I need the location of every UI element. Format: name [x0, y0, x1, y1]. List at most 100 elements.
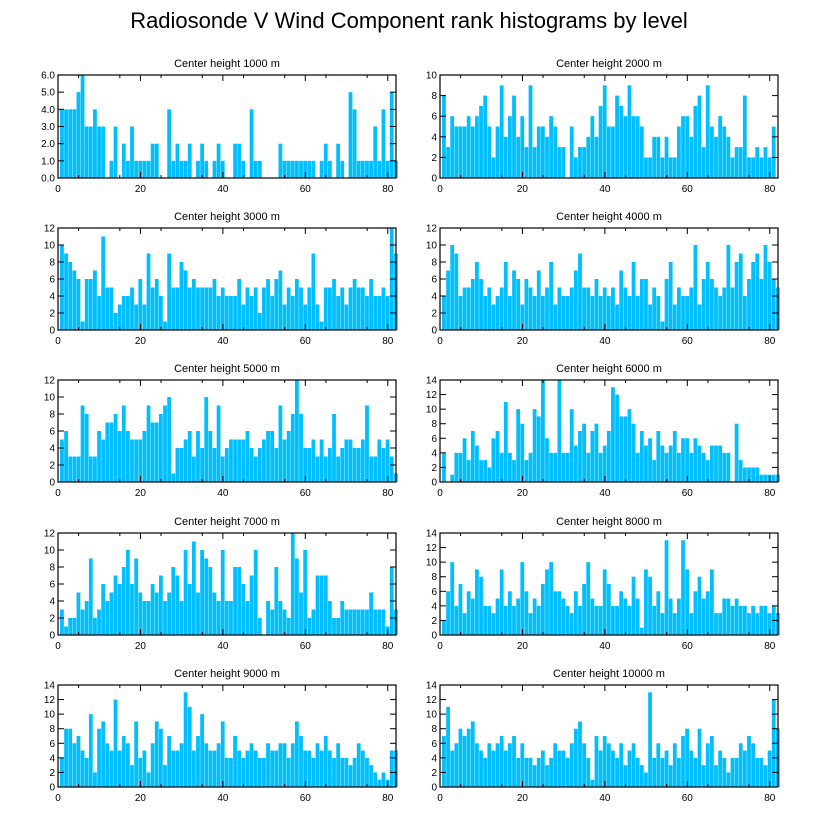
histogram-bar [672, 431, 677, 482]
histogram-bar [639, 765, 644, 787]
histogram-bar [352, 279, 357, 330]
histogram-bar [150, 422, 155, 482]
histogram-bar [755, 613, 760, 635]
histogram-bar [446, 706, 450, 787]
histogram-bar [356, 287, 361, 330]
y-tick-label: 6 [49, 580, 55, 591]
y-tick-label: 10 [44, 393, 56, 404]
histogram-bar [726, 245, 731, 330]
histogram-bar [278, 405, 283, 482]
histogram-bar [229, 601, 233, 635]
y-tick-label: 4 [431, 753, 437, 764]
panel-title: Center height 4000 m [556, 211, 662, 223]
histogram-bar [200, 143, 204, 178]
histogram-bar [681, 438, 685, 482]
histogram-bar [475, 569, 479, 635]
histogram-bar [586, 562, 591, 635]
x-tick-label: 80 [764, 184, 776, 195]
y-tick-label: 14 [426, 376, 438, 387]
histogram-bar [598, 296, 603, 330]
histogram-bar [648, 438, 652, 482]
histogram-bar [257, 160, 262, 178]
histogram-bar [249, 109, 254, 178]
histogram-bar [763, 474, 768, 482]
histogram-bar [578, 147, 582, 178]
histogram-bar [80, 609, 85, 635]
histogram-bar [742, 750, 747, 787]
histogram-bar [68, 728, 73, 787]
histogram-bar [759, 279, 764, 330]
histogram-bar [257, 448, 262, 482]
histogram-bar [565, 605, 570, 635]
x-tick-label: 0 [437, 488, 443, 499]
histogram-bar [652, 605, 657, 635]
histogram-bar [311, 439, 316, 482]
y-tick-label: 0 [49, 326, 55, 337]
y-tick-label: 8 [49, 563, 55, 574]
histogram-bar [249, 743, 254, 787]
histogram-bar [718, 296, 723, 330]
histogram-bar [751, 262, 755, 330]
histogram-bar [138, 592, 143, 635]
histogram-bar [142, 304, 147, 330]
histogram-bar [150, 584, 155, 635]
y-tick-label: 0 [49, 783, 55, 794]
histogram-bar [336, 618, 341, 635]
histogram-bar [734, 262, 739, 330]
x-tick-label: 0 [55, 793, 61, 804]
histogram-bar [602, 287, 607, 330]
histogram-bar [171, 287, 176, 330]
histogram-bar [689, 136, 694, 178]
histogram-bar [565, 452, 570, 482]
y-tick-label: 2 [49, 309, 55, 320]
y-tick-label: 8 [431, 419, 437, 430]
histogram-bar [503, 401, 508, 482]
histogram-bar [191, 541, 196, 635]
histogram-bar [668, 765, 673, 787]
histogram-bar [319, 439, 324, 482]
histogram-bar [578, 721, 582, 787]
histogram-bar [117, 584, 122, 635]
histogram-bar [718, 116, 723, 178]
histogram-bar [319, 160, 324, 178]
histogram-bar [365, 609, 369, 635]
histogram-bar [557, 147, 562, 178]
histogram-bar [369, 279, 373, 330]
y-tick-label: 10 [44, 241, 56, 252]
histogram-bar [602, 736, 607, 787]
histogram-bar [470, 431, 475, 482]
histogram-bar [470, 279, 475, 330]
histogram-bar [734, 598, 739, 635]
histogram-bar [208, 567, 213, 635]
histogram-bar [270, 750, 275, 787]
histogram-bar [64, 253, 68, 330]
histogram-bar [179, 743, 184, 787]
histogram-bar [668, 157, 673, 178]
histogram-bar [336, 456, 341, 482]
histogram-bar [327, 448, 332, 482]
histogram-bar [356, 743, 361, 787]
histogram-bar [569, 287, 574, 330]
histogram-bar [532, 147, 537, 178]
plot-frame [439, 532, 779, 636]
y-tick-label: 8 [431, 91, 437, 102]
histogram-bar [549, 262, 554, 330]
x-tick-label: 80 [382, 336, 394, 347]
histogram-bar [311, 160, 316, 178]
histogram-bar [117, 431, 122, 482]
histogram-bar [442, 620, 446, 635]
histogram-bar [369, 160, 373, 178]
histogram-bar [450, 562, 455, 635]
histogram-bar [216, 296, 221, 330]
histogram-bar [76, 592, 81, 635]
histogram-bar [237, 750, 242, 787]
x-tick-label: 60 [682, 641, 694, 652]
histogram-bar [332, 618, 336, 635]
histogram-bar [573, 157, 578, 178]
histogram-bar [565, 296, 570, 330]
histogram-bar [701, 598, 706, 635]
histogram-bar [491, 613, 496, 635]
plot-frame [439, 379, 779, 483]
histogram-bar [635, 296, 640, 330]
histogram-bar [307, 448, 312, 482]
